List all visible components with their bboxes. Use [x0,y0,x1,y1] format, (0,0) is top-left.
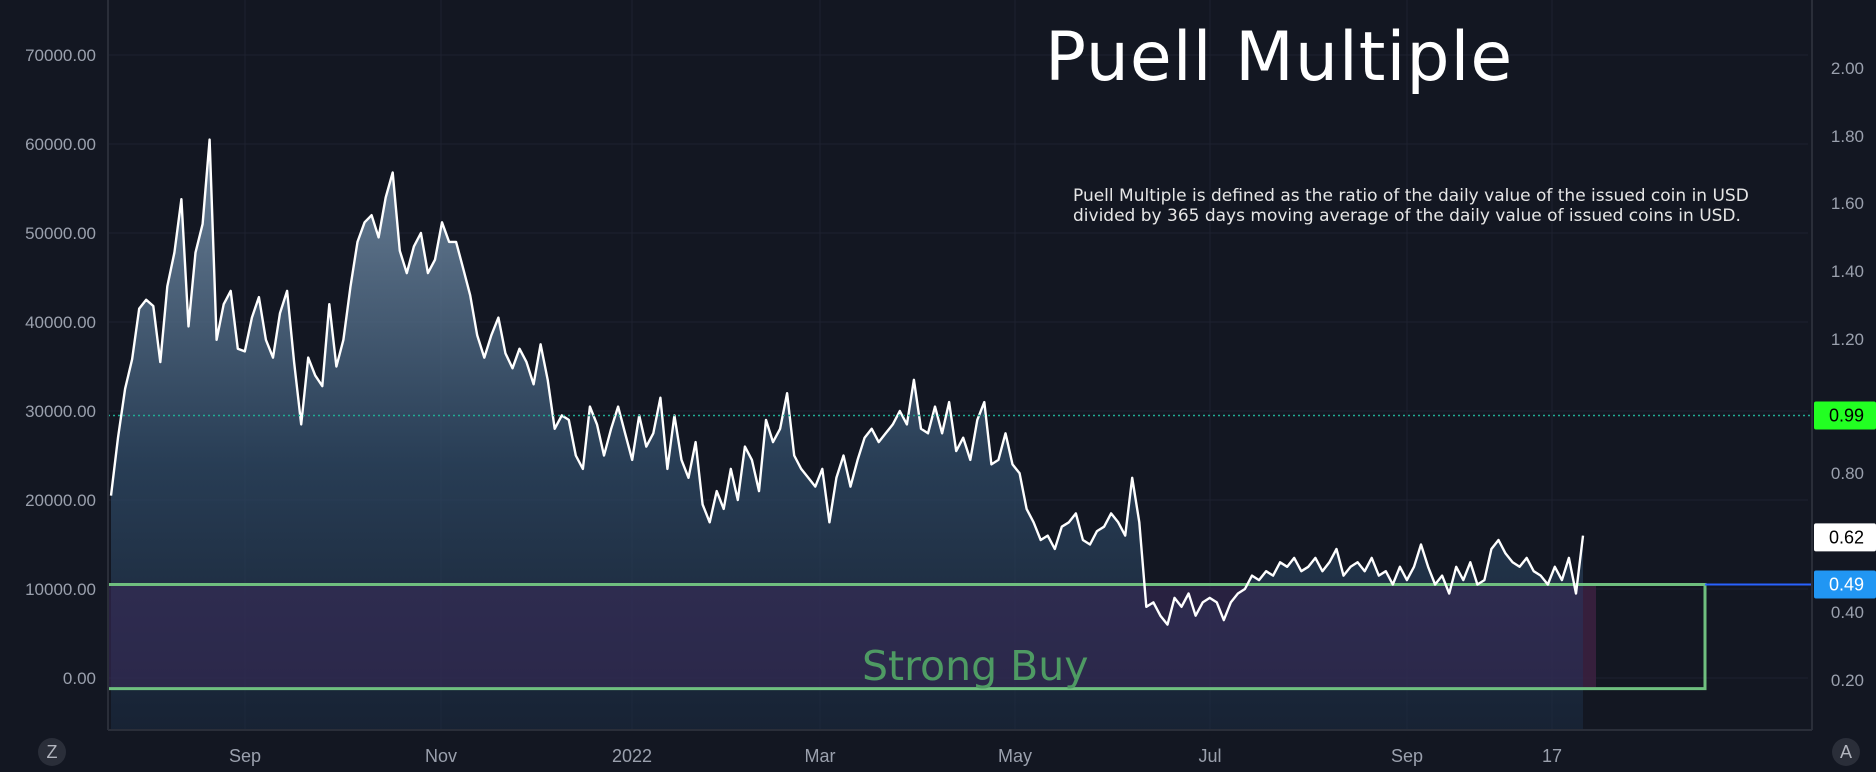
x-axis-tick-label: May [998,746,1032,766]
value-badge-0.49 [1814,570,1876,599]
zone-strong-buy-fill [108,584,1596,689]
right-axis-tick-label: 0.80 [1831,464,1864,483]
zone-label-strong-buy: Strong Buy [862,642,1089,690]
value-badge-0.62 [1814,523,1876,552]
value-badge-0.99 [1814,401,1876,430]
right-axis-tick-label: 1.60 [1831,194,1864,213]
x-axis-tick-label: Sep [229,746,261,766]
value-badge-label-0.49: 0.49 [1829,575,1864,595]
line-layer [109,138,1585,626]
area-fill-layer [111,139,1583,731]
series-line [109,138,1585,626]
left-axis-tick-label: 70000.00 [25,46,96,65]
right-axis-tick-label: 1.40 [1831,262,1864,281]
right-axis-tick-label: 0.40 [1831,603,1864,622]
x-axis-tick-label: 2022 [612,746,652,766]
x-axis-tick-label: 17 [1542,746,1562,766]
right-axis-tick-label: 0.20 [1831,671,1864,690]
zone-strong-buy-border [108,583,1707,691]
x-axis-tick-label: Jul [1198,746,1221,766]
chart-title: Puell Multiple [1045,18,1514,97]
reference-line-layer: 0.99 0.62 0.49 [108,401,1876,599]
zone-strong-buy-extension [1583,584,1596,689]
left-axis-tick-label: 10000.00 [25,580,96,599]
right-axis-tick-label: 1.20 [1831,330,1864,349]
left-axis-tick-label: 50000.00 [25,224,96,243]
series-area-fill [111,139,1583,731]
x-axis-tick-label: Nov [425,746,457,766]
right-corner-button[interactable]: A [1832,738,1860,766]
left-axis-tick-label: 30000.00 [25,402,96,421]
zone-layer [108,583,1707,691]
axes: 70000.00 60000.00 50000.00 40000.00 30000.00… [25,0,1864,766]
left-axis-tick-label: 40000.00 [25,313,96,332]
right-axis-tick-label: 1.80 [1831,127,1864,146]
value-badge-label-0.99: 0.99 [1829,405,1864,425]
left-corner-button[interactable]: Z [38,738,66,766]
left-axis-tick-label: 60000.00 [25,135,96,154]
left-axis-tick-label: 20000.00 [25,491,96,510]
value-badge-label-0.62: 0.62 [1829,527,1864,547]
right-axis-tick-label: 2.00 [1831,59,1864,78]
x-axis-tick-label: Sep [1391,746,1423,766]
left-axis-tick-label: 0.00 [63,669,96,688]
x-axis-tick-label: Mar [805,746,836,766]
chart-description: Puell Multiple is defined as the ratio o… [1073,186,1749,226]
